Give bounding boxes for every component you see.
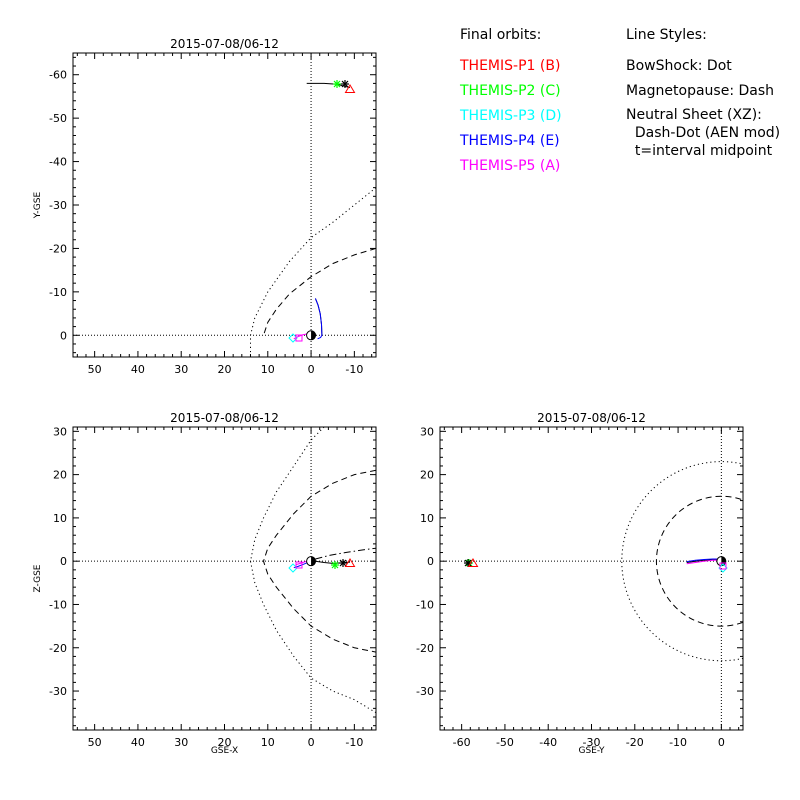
plot-title: 2015-07-08/06-12: [170, 37, 279, 51]
style-magnetopause: Magnetopause: Dash: [626, 83, 775, 99]
final-orbits-title: Final orbits:: [460, 27, 542, 43]
x-tick-label: -20: [626, 736, 644, 749]
y-tick-label: -20: [416, 642, 434, 655]
series-dot-0: [249, 427, 376, 714]
y-axis-label: Y-GSE: [33, 192, 43, 220]
x-tick-label: 0: [308, 736, 315, 749]
x-tick-label: 50: [88, 363, 102, 376]
legend-probe-p1: THEMIS-P1 (B): [460, 58, 561, 74]
style-neutral-sheet: Neutral Sheet (XZ):: [626, 107, 762, 123]
y-tick-label: 30: [53, 425, 67, 438]
x-axis-label: GSE-X: [211, 746, 238, 756]
x-axis-label: GSE-Y: [578, 746, 605, 756]
y-tick-label: -20: [49, 642, 67, 655]
series-dash-1: [263, 247, 376, 336]
plot-title: 2015-07-08/06-12: [170, 411, 279, 425]
earth-night-side: [311, 556, 316, 566]
plot-1: 2015-07-08/06-12 50 40 30 20 10 0 -10 -60 -50 -40 -…: [33, 37, 377, 376]
y-tick-label: 20: [53, 469, 67, 482]
plot-2: 2015-07-08/06-12 50 40 30 20 10 0 -10 -30 -20 -10 0…: [33, 411, 377, 756]
x-tick-label: -10: [669, 736, 687, 749]
p5-square-xz: [295, 561, 303, 569]
x-tick-label: 20: [218, 736, 232, 749]
x-tick-label: 0: [718, 736, 725, 749]
legend-probe-p5: THEMIS-P5 (A): [460, 158, 561, 174]
series-dot-0: [250, 187, 376, 357]
y-tick-label: -40: [49, 156, 67, 169]
x-tick-label: 10: [261, 736, 275, 749]
plot-title: 2015-07-08/06-12: [537, 411, 646, 425]
series-dash-1: [262, 469, 376, 653]
y-tick-label: 30: [420, 425, 434, 438]
p2-marker: [333, 80, 341, 88]
style-bowshock: BowShock: Dot: [626, 58, 732, 74]
plot-frame: [439, 426, 744, 731]
x-tick-label: -40: [539, 736, 557, 749]
x-tick-label: -50: [496, 736, 514, 749]
x-tick-label: -30: [583, 736, 601, 749]
series-dot-boundary: [621, 461, 743, 662]
plot-series: [249, 427, 376, 714]
y-tick-label: -20: [49, 242, 67, 255]
x-tick-label: -60: [453, 736, 471, 749]
y-axis-label: Z-GSE: [33, 564, 43, 592]
y-tick-label: 0: [60, 555, 67, 568]
x-tick-label: 40: [131, 736, 145, 749]
earth-night-side: [311, 330, 316, 340]
y-tick-label: -10: [416, 598, 434, 611]
plot-frame: [72, 426, 377, 731]
x-tick-label: 40: [131, 363, 145, 376]
series-dashdot-2: [315, 547, 376, 560]
p1-triangle: [344, 84, 356, 93]
y-tick-label: -60: [49, 69, 67, 82]
legend-probe-p2: THEMIS-P2 (C): [460, 83, 561, 99]
p1-triangle-xz: [344, 558, 356, 567]
p2-marker-xz: [331, 561, 339, 569]
p1-triangle-zy: [467, 558, 479, 567]
p1-end-star: [341, 80, 349, 88]
y-tick-label: -30: [49, 199, 67, 212]
x-tick-label: 50: [88, 736, 102, 749]
y-tick-label: -10: [49, 598, 67, 611]
y-tick-label: 0: [60, 329, 67, 342]
series-solid-4: [314, 298, 323, 340]
plot-3: 2015-07-08/06-12 -60 -50 -40 -30 -20 -10 0 -30 -2…: [416, 411, 744, 756]
x-tick-label: 10: [261, 363, 275, 376]
style-dash-dot: Dash-Dot (AEN mod): [626, 125, 781, 141]
y-tick-label: -50: [49, 112, 67, 125]
p1-end-star-xz: [339, 559, 347, 567]
line-styles-title: Line Styles:: [626, 27, 707, 43]
style-midpoint: t=interval midpoint: [626, 143, 773, 159]
y-tick-label: -30: [416, 685, 434, 698]
y-tick-label: -30: [49, 685, 67, 698]
x-tick-label: 30: [174, 363, 188, 376]
plot-frame: [72, 52, 377, 358]
series-dash-boundary: [655, 495, 743, 627]
y-tick-label: 20: [420, 469, 434, 482]
y-tick-label: 10: [53, 512, 67, 525]
x-tick-label: -10: [345, 363, 363, 376]
p5-square-zy: [719, 562, 727, 570]
y-tick-label: 0: [427, 555, 434, 568]
plot-series: [250, 82, 376, 357]
y-tick-label: 10: [420, 512, 434, 525]
x-tick-label: -10: [345, 736, 363, 749]
legend-probe-p3: THEMIS-P3 (D): [460, 108, 562, 124]
p5-square: [295, 334, 303, 342]
x-tick-label: 20: [218, 363, 232, 376]
y-tick-label: -10: [49, 286, 67, 299]
x-tick-label: 0: [308, 363, 315, 376]
legend-probe-p4: THEMIS-P4 (E): [460, 133, 560, 149]
x-tick-label: 30: [174, 736, 188, 749]
